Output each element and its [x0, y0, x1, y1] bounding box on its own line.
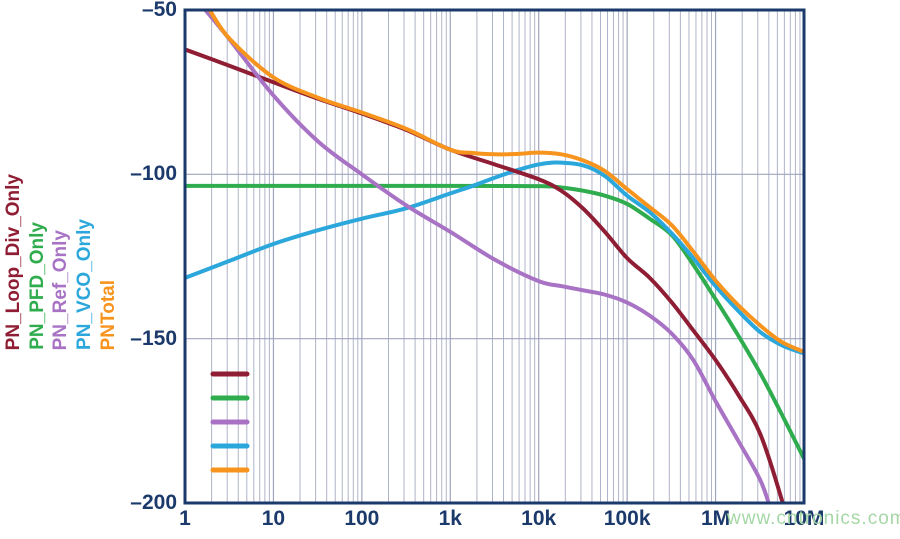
x-tick-label-10M: 10M [783, 507, 825, 530]
grid-lines [185, 10, 804, 503]
plot-border [183, 8, 806, 505]
curves [185, 10, 804, 503]
watermark: www.cntronics.com [727, 508, 900, 529]
x-tick-label-1k: 1k [438, 507, 462, 530]
legend [210, 371, 250, 473]
curve-PN_Ref_Only [203, 10, 771, 503]
y-tick-label--50: –50 [141, 0, 177, 21]
x-tick-label-10: 10 [261, 507, 286, 530]
y-tick-label--200: –200 [130, 491, 177, 514]
y-tick-label--100: –100 [130, 162, 177, 186]
x-tick-label-100: 100 [344, 507, 380, 530]
curve-PN_VCO_Only [185, 160, 804, 356]
x-tick-label-100k: 100k [603, 507, 651, 530]
curve-PN_PFD_Only [185, 183, 804, 461]
x-tick-label-10k: 10k [521, 507, 557, 530]
y-tick-label--150: –150 [130, 326, 177, 350]
x-tick-label-1: 1 [179, 507, 191, 530]
x-tick-label-1M: 1M [700, 507, 731, 530]
curve-PNTotal [207, 10, 804, 354]
